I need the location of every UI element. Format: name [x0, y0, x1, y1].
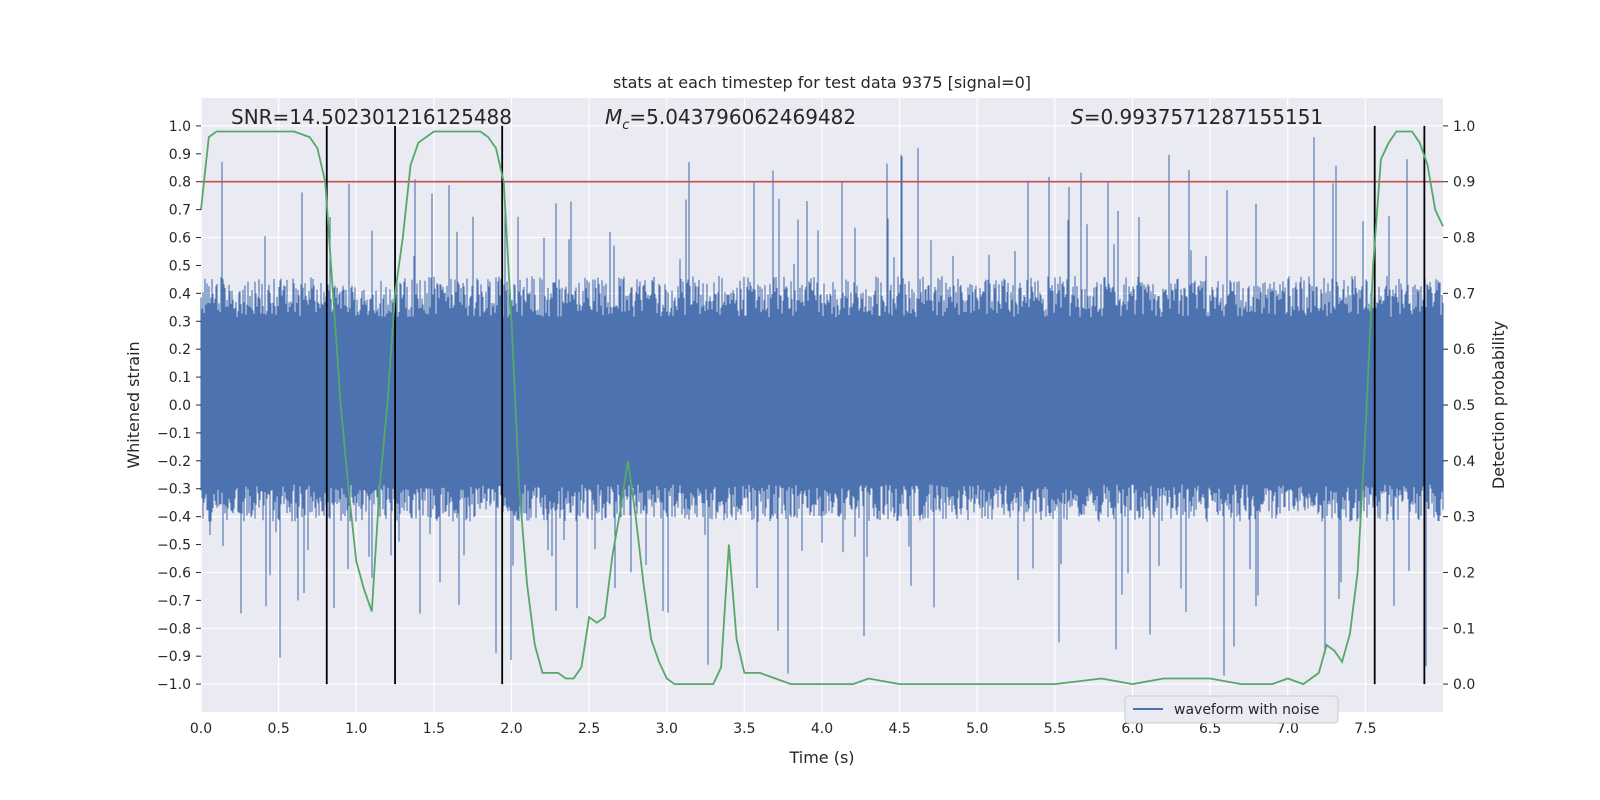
- s-value: =0.9937571287155151: [1084, 105, 1323, 129]
- x-tick-label: 6.5: [1199, 721, 1221, 737]
- y-tick-label-left: −0.8: [157, 621, 191, 637]
- snr-annotation: SNR=14.502301216125488: [231, 105, 512, 129]
- y-tick-label-right: 0.0: [1453, 677, 1475, 693]
- y-tick-label-right: 0.3: [1453, 510, 1475, 526]
- s-annotation: S=0.9937571287155151: [1071, 105, 1323, 129]
- legend: waveform with noise: [1124, 695, 1339, 724]
- x-tick-label: 7.5: [1354, 721, 1376, 737]
- y-tick-label-right: 0.2: [1453, 565, 1475, 581]
- y-tick-label-left: 0.1: [169, 370, 191, 386]
- y-tick-label-left: −0.3: [157, 482, 191, 498]
- y-tick-label-left: −0.5: [157, 538, 191, 554]
- y-tick-label-right: 0.1: [1453, 621, 1475, 637]
- y-tick-label-left: −0.9: [157, 649, 191, 665]
- x-tick-label: 1.5: [423, 721, 445, 737]
- y-tick-label-left: 0.8: [169, 175, 191, 191]
- y-tick-label-left: −0.2: [157, 454, 191, 470]
- y-tick-label-right: 0.9: [1453, 175, 1475, 191]
- y-tick-label-left: 0.7: [169, 203, 191, 219]
- chart-title: stats at each timestep for test data 937…: [613, 73, 1031, 92]
- waveform-series: [200, 137, 1444, 676]
- x-tick-label: 3.0: [656, 721, 678, 737]
- x-axis-label: Time (s): [788, 748, 854, 767]
- y-tick-label-left: 0.5: [169, 258, 191, 274]
- y-tick-label-left: 0.4: [169, 286, 191, 302]
- x-tick-label: 1.0: [345, 721, 367, 737]
- y-tick-label-right: 0.4: [1453, 454, 1475, 470]
- x-axis-ticks: 0.0 0.5 1.0 1.5 2.0 2.5 3.0 3.5 4.0 4.5 5.0 5.5 6.0 6…: [190, 721, 1377, 737]
- waveform-path: [200, 137, 1444, 676]
- y-tick-label-left: −0.4: [157, 510, 191, 526]
- y-tick-label-right: 0.7: [1453, 286, 1475, 302]
- y-tick-label-left: 0.9: [169, 147, 191, 163]
- mc-subscript: c: [622, 118, 629, 133]
- y-tick-label-right: 0.8: [1453, 231, 1475, 247]
- x-tick-label: 4.0: [811, 721, 833, 737]
- y-axis-left-ticks: 1.0 0.9 0.8 0.7 0.6 0.5 0.4 0.3 0.2 0.1 0.0 −0.1 −0.…: [157, 119, 201, 693]
- y-tick-label-left: 0.3: [169, 314, 191, 330]
- vertical-markers: [325, 125, 1426, 685]
- y-tick-label-left: 0.6: [169, 231, 191, 247]
- x-tick-label: 0.0: [190, 721, 212, 737]
- x-tick-label: 6.0: [1121, 721, 1143, 737]
- x-tick-label: 7.0: [1277, 721, 1299, 737]
- legend-box: [1124, 695, 1339, 724]
- x-tick-label: 4.5: [888, 721, 910, 737]
- probability-line: [200, 130, 1444, 686]
- mc-value: =5.043796062469482: [629, 105, 856, 129]
- legend-label: waveform with noise: [1174, 702, 1319, 718]
- x-tick-label: 2.0: [500, 721, 522, 737]
- s-symbol: S: [1071, 105, 1084, 129]
- x-tick-label: 0.5: [267, 721, 289, 737]
- mc-symbol: M: [605, 105, 622, 129]
- x-tick-label: 2.5: [578, 721, 600, 737]
- mc-annotation: Mc=5.043796062469482: [605, 105, 856, 133]
- x-tick-label: 5.5: [1044, 721, 1066, 737]
- y-tick-label-left: 0.2: [169, 342, 191, 358]
- y-axis-right-label: Detection probability: [1489, 321, 1508, 489]
- y-axis-right-ticks: 1.0 0.9 0.8 0.7 0.6 0.5 0.4 0.3 0.2 0.1 0.0: [1443, 119, 1475, 693]
- y-tick-label-right: 1.0: [1453, 119, 1475, 135]
- y-tick-label-left: 0.0: [169, 398, 191, 414]
- y-tick-label-left: 1.0: [169, 119, 191, 135]
- y-tick-label-left: −0.6: [157, 565, 191, 581]
- y-tick-label-left: −0.1: [157, 426, 191, 442]
- y-tick-label-right: 0.6: [1453, 342, 1475, 358]
- x-tick-label: 3.5: [733, 721, 755, 737]
- y-axis-left-label: Whitened strain: [124, 341, 143, 468]
- y-tick-label-right: 0.5: [1453, 398, 1475, 414]
- y-tick-label-left: −1.0: [157, 677, 191, 693]
- x-tick-label: 5.0: [966, 721, 988, 737]
- y-tick-label-left: −0.7: [157, 593, 191, 609]
